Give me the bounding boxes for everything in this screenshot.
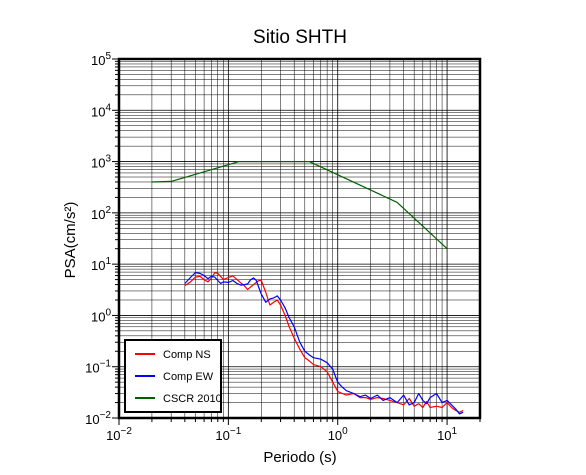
y-tick-label: 10−1	[85, 359, 111, 376]
y-tick-label: 104	[91, 102, 111, 119]
series-line-2	[151, 161, 448, 250]
x-tick-label: 10−1	[215, 426, 241, 443]
y-tick-label: 105	[91, 51, 111, 68]
plot-frame	[117, 57, 482, 420]
legend-label-2: CSCR 2010	[163, 393, 222, 405]
x-tick-labels: 10−2 10−1 100 101	[106, 426, 457, 443]
y-tick-labels: 10−2 10−1 100 101 102 103 104 105	[85, 51, 111, 427]
series-line-0	[184, 272, 464, 413]
y-axis-label: PSA(cm/s²)	[62, 202, 79, 279]
y-tick-label: 103	[91, 154, 111, 171]
legend-label-0: Comp NS	[163, 349, 211, 361]
x-tick-label: 101	[437, 426, 457, 443]
x-tick-label: 10−2	[106, 426, 132, 443]
series-line-1	[184, 272, 464, 415]
x-axis-label: Periodo (s)	[263, 449, 336, 466]
y-tick-label: 10−2	[85, 410, 111, 427]
ticks	[112, 58, 481, 425]
x-tick-label: 100	[328, 426, 348, 443]
legend-label-1: Comp EW	[163, 371, 214, 383]
y-tick-label: 100	[91, 307, 111, 324]
y-tick-label: 102	[91, 205, 111, 222]
series-group	[151, 161, 464, 415]
chart-title: Sitio SHTH	[253, 27, 347, 48]
y-tick-label: 101	[91, 256, 111, 273]
legend: Comp NS Comp EW CSCR 2010	[124, 339, 222, 413]
